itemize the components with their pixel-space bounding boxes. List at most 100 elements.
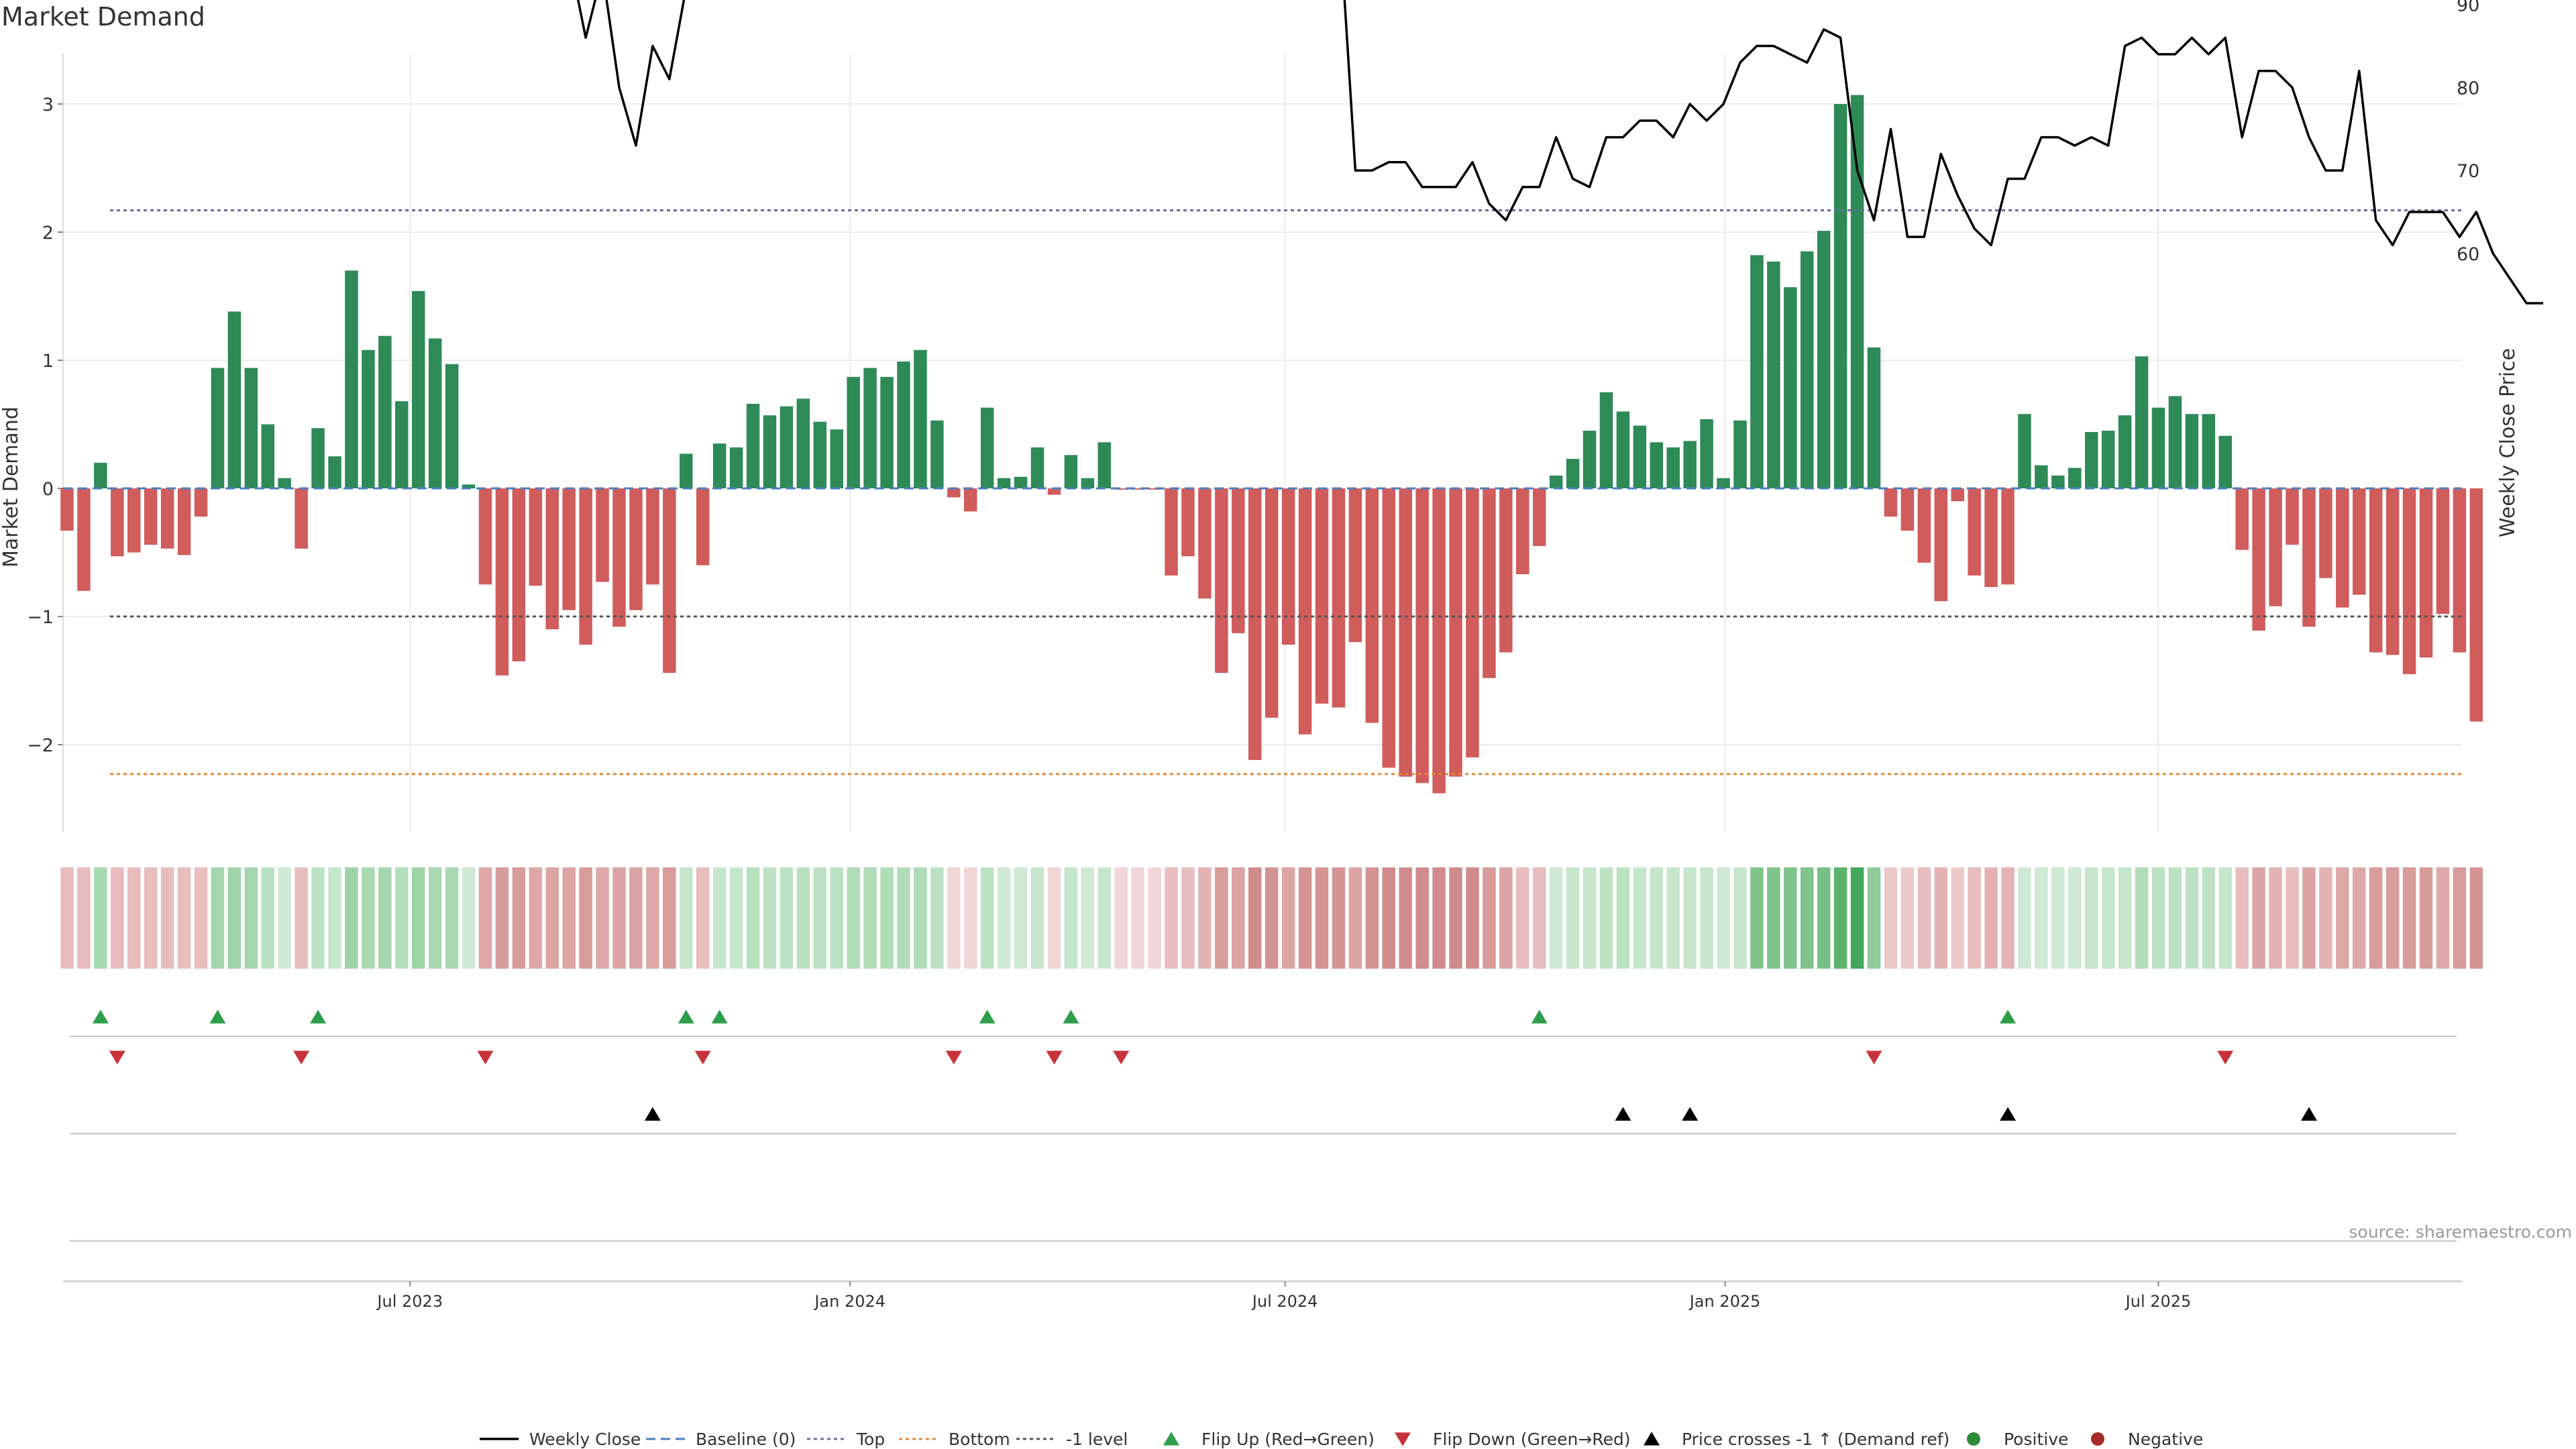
demand-strip-cell bbox=[2469, 867, 2483, 969]
demand-strip-cell bbox=[1047, 867, 1061, 969]
positive-demand-bar bbox=[411, 290, 425, 488]
positive-demand-bar bbox=[445, 364, 459, 488]
demand-strip-cell bbox=[596, 867, 609, 969]
negative-demand-bar bbox=[2369, 488, 2383, 653]
demand-strip-cell bbox=[244, 867, 258, 969]
demand-strip-cell bbox=[2286, 867, 2299, 969]
negative-demand-bar bbox=[529, 488, 543, 586]
demand-strip-cell bbox=[1917, 867, 1931, 969]
negative-demand-bar bbox=[1382, 488, 1396, 768]
demand-strip-cell bbox=[395, 867, 409, 969]
negative-demand-bar bbox=[1114, 488, 1128, 490]
demand-strip-cell bbox=[127, 867, 141, 969]
positive-demand-bar bbox=[1616, 411, 1630, 488]
demand-strip-cell bbox=[1566, 867, 1580, 969]
positive-demand-bar bbox=[395, 401, 409, 488]
demand-strip-cell bbox=[914, 867, 927, 969]
positive-demand-bar bbox=[1867, 347, 1881, 488]
y-tick-label: 1 bbox=[42, 351, 54, 372]
negative-demand-bar bbox=[60, 488, 74, 531]
positive-demand-bar bbox=[362, 350, 375, 488]
positive-demand-bar bbox=[1767, 261, 1780, 488]
positive-demand-bar bbox=[94, 462, 107, 488]
negative-demand-bar bbox=[77, 488, 91, 591]
demand-strip-cell bbox=[2269, 867, 2282, 969]
negative-demand-bar bbox=[1884, 488, 1898, 517]
negative-demand-bar bbox=[2319, 488, 2332, 578]
negative-demand-bar bbox=[1315, 488, 1329, 704]
negative-demand-bar bbox=[1265, 488, 1279, 718]
demand-strip-cell bbox=[1968, 867, 1981, 969]
demand-strip-cell bbox=[345, 867, 358, 969]
demand-strip-cell bbox=[362, 867, 375, 969]
negative-demand-bar bbox=[2001, 488, 2015, 585]
negative-demand-bar bbox=[1047, 488, 1061, 495]
positive-demand-bar bbox=[1030, 447, 1044, 488]
demand-strip-cell bbox=[2235, 867, 2249, 969]
demand-strip-cell bbox=[1332, 867, 1346, 969]
demand-strip-cell bbox=[1315, 867, 1329, 969]
negative-demand-bar bbox=[1232, 488, 1245, 633]
demand-strip-cell bbox=[545, 867, 559, 969]
demand-strip-cell bbox=[729, 867, 743, 969]
negative-demand-bar bbox=[2353, 488, 2366, 595]
positive-demand-bar bbox=[813, 421, 827, 488]
positive-demand-bar bbox=[1784, 287, 1797, 488]
demand-strip-cell bbox=[612, 867, 626, 969]
negative-demand-bar bbox=[1365, 488, 1379, 723]
demand-strip-cell bbox=[813, 867, 827, 969]
demand-strip-cell bbox=[2168, 867, 2182, 969]
flip-down-marker bbox=[293, 1051, 310, 1065]
demand-strip-cell bbox=[796, 867, 810, 969]
demand-strip-cell bbox=[830, 867, 843, 969]
demand-strip-cell bbox=[1833, 867, 1847, 969]
demand-strip-cell bbox=[863, 867, 877, 969]
negative-demand-bar bbox=[579, 488, 592, 645]
positive-demand-bar bbox=[880, 376, 894, 488]
y2-tick-label: 80 bbox=[2457, 78, 2479, 99]
demand-strip-cell bbox=[1198, 867, 1212, 969]
negative-demand-bar bbox=[1984, 488, 1998, 588]
negative-demand-bar bbox=[1165, 488, 1178, 576]
demand-strip-cell bbox=[1633, 867, 1647, 969]
x-tick-label: Jul 2025 bbox=[2125, 1292, 2192, 1311]
demand-strip-cell bbox=[1131, 867, 1144, 969]
negative-demand-bar bbox=[478, 488, 492, 585]
demand-strip-cell bbox=[177, 867, 191, 969]
positive-demand-bar bbox=[1683, 441, 1697, 488]
negative-demand-bar bbox=[1934, 488, 1948, 602]
positive-demand-bar bbox=[1833, 104, 1847, 488]
flip-down-marker bbox=[2217, 1051, 2234, 1065]
positive-demand-bar bbox=[830, 429, 843, 488]
flip-up-marker bbox=[1531, 1010, 1548, 1024]
demand-strip-cell bbox=[2385, 867, 2400, 969]
demand-strip-cell bbox=[847, 867, 860, 969]
demand-strip-cell bbox=[696, 867, 710, 969]
negative-demand-bar bbox=[294, 488, 308, 549]
y2-tick-label: 70 bbox=[2457, 161, 2479, 182]
negative-demand-bar bbox=[964, 488, 977, 512]
demand-strip-cell bbox=[2302, 867, 2316, 969]
demand-strip-cell bbox=[1499, 867, 1513, 969]
positive-demand-bar bbox=[680, 453, 693, 488]
demand-strip-cell bbox=[278, 867, 291, 969]
positive-demand-bar bbox=[796, 398, 810, 488]
demand-strip-cell bbox=[880, 867, 894, 969]
demand-strip-cell bbox=[1014, 867, 1028, 969]
negative-demand-bar bbox=[2286, 488, 2299, 545]
demand-strip-cell bbox=[478, 867, 492, 969]
demand-strip-cell bbox=[2319, 867, 2332, 969]
demand-strip-cell bbox=[294, 867, 308, 969]
demand-strip-cell bbox=[1114, 867, 1128, 969]
positive-demand-bar bbox=[897, 361, 910, 488]
demand-strip-cell bbox=[311, 867, 325, 969]
demand-strip-cell bbox=[1666, 867, 1680, 969]
negative-demand-bar bbox=[1516, 488, 1529, 574]
demand-strip-cell bbox=[1801, 867, 1814, 969]
demand-strip-cell bbox=[1265, 867, 1279, 969]
negative-demand-bar bbox=[646, 488, 659, 585]
demand-strip-cell bbox=[2202, 867, 2216, 969]
legend-marker-triangle-down bbox=[1395, 1432, 1411, 1446]
negative-demand-bar bbox=[2469, 488, 2483, 722]
positive-demand-bar bbox=[244, 368, 258, 488]
